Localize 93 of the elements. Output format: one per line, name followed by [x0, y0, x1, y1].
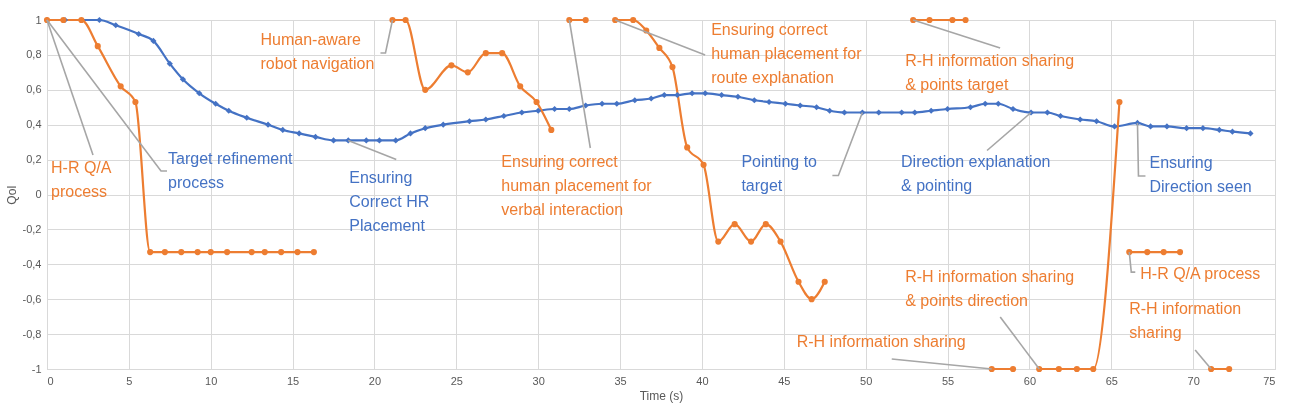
x-tick-label: 40	[696, 374, 709, 387]
point	[94, 43, 101, 50]
point	[261, 249, 268, 256]
point	[1090, 365, 1097, 373]
x-axis-title: Time (s)	[639, 388, 684, 403]
annotation: Ensuring Direction seen	[1149, 153, 1252, 195]
point	[669, 64, 676, 71]
y-tick-label: 0,6	[26, 83, 42, 96]
y-tick-label: 0,8	[26, 48, 42, 61]
point	[715, 238, 722, 245]
point	[777, 238, 784, 245]
point	[499, 50, 506, 57]
y-tick-label: 0,4	[26, 118, 42, 131]
x-tick-label: 55	[941, 374, 955, 387]
point	[926, 16, 933, 24]
point	[448, 62, 455, 69]
annotation: R-H information sharing & points target	[905, 52, 1075, 93]
x-tick-label: 10	[205, 374, 218, 387]
annotation: Ensuring Correct HR Placement	[349, 169, 430, 235]
x-tick-label: 60	[1023, 374, 1037, 387]
y-axis-title: QoI	[4, 185, 19, 205]
annotation: H-R Q/A process	[1140, 265, 1261, 283]
point	[700, 161, 707, 168]
point	[949, 16, 956, 24]
annotation: Human-aware robot navigation	[260, 31, 375, 72]
point	[1055, 365, 1062, 373]
y-tick-label: 0	[35, 188, 42, 200]
x-tick-label: 65	[1105, 374, 1118, 387]
y-tick-label: 0,2	[26, 153, 42, 166]
point	[582, 16, 589, 24]
point	[1009, 365, 1017, 373]
annotation: H-R Q/A process	[51, 159, 112, 200]
annotation: Pointing to target	[741, 153, 818, 195]
y-tick-label: -0,8	[22, 327, 42, 340]
y-tick-label: -0,6	[22, 292, 42, 305]
x-tick-label: 70	[1187, 374, 1200, 387]
y-tick-label: -1	[31, 362, 42, 375]
point	[533, 98, 540, 106]
point	[630, 16, 637, 24]
point	[132, 98, 139, 106]
point	[78, 16, 85, 24]
x-tick-label: 15	[286, 374, 300, 387]
point	[684, 144, 691, 151]
point	[795, 278, 802, 285]
point	[731, 221, 738, 228]
point	[482, 50, 489, 57]
y-tick-label: -0,2	[22, 222, 42, 235]
point	[808, 296, 815, 303]
x-tick-label: 35	[614, 374, 627, 387]
point	[464, 69, 471, 76]
annotation: R-H information sharing	[796, 333, 966, 350]
point	[762, 221, 769, 228]
point	[194, 249, 201, 256]
annotation: R-H information sharing	[1129, 300, 1242, 341]
point	[548, 126, 555, 134]
point	[1226, 365, 1233, 373]
x-tick-label: 25	[450, 374, 463, 387]
point	[821, 278, 828, 285]
point	[1160, 249, 1167, 256]
point	[117, 83, 124, 90]
point	[1073, 365, 1080, 373]
point	[178, 249, 185, 256]
point	[161, 249, 168, 256]
y-tick-label: 1	[35, 13, 42, 26]
point	[147, 249, 154, 256]
point	[1144, 249, 1151, 256]
annotation: Ensuring correct human placement for route explanation	[711, 21, 863, 86]
point	[656, 44, 663, 51]
x-tick-label: 5	[126, 374, 133, 387]
x-tick-label: 30	[532, 374, 545, 387]
point	[962, 16, 969, 24]
y-tick-label: -0,4	[22, 257, 42, 270]
point	[224, 249, 231, 256]
x-tick-label: 0	[47, 374, 54, 387]
annotation: Target refinement process	[168, 150, 294, 191]
point	[422, 86, 429, 93]
x-tick-label: 75	[1263, 374, 1276, 387]
x-tick-label: 20	[368, 374, 382, 387]
annotation: R-H information sharing & points direction	[905, 268, 1075, 309]
point	[207, 249, 214, 256]
point	[402, 16, 409, 24]
point	[294, 249, 301, 256]
annotation: Direction explanation & pointing	[901, 153, 1051, 195]
point	[278, 249, 285, 256]
x-tick-label: 45	[778, 374, 791, 387]
point	[1176, 249, 1184, 256]
point	[517, 83, 524, 90]
point	[310, 249, 317, 256]
point	[747, 238, 755, 245]
x-tick-label: 50	[860, 374, 873, 387]
point	[248, 249, 255, 256]
point	[1116, 98, 1123, 106]
annotation: Ensuring correct human placement for verbal interaction	[501, 153, 653, 218]
